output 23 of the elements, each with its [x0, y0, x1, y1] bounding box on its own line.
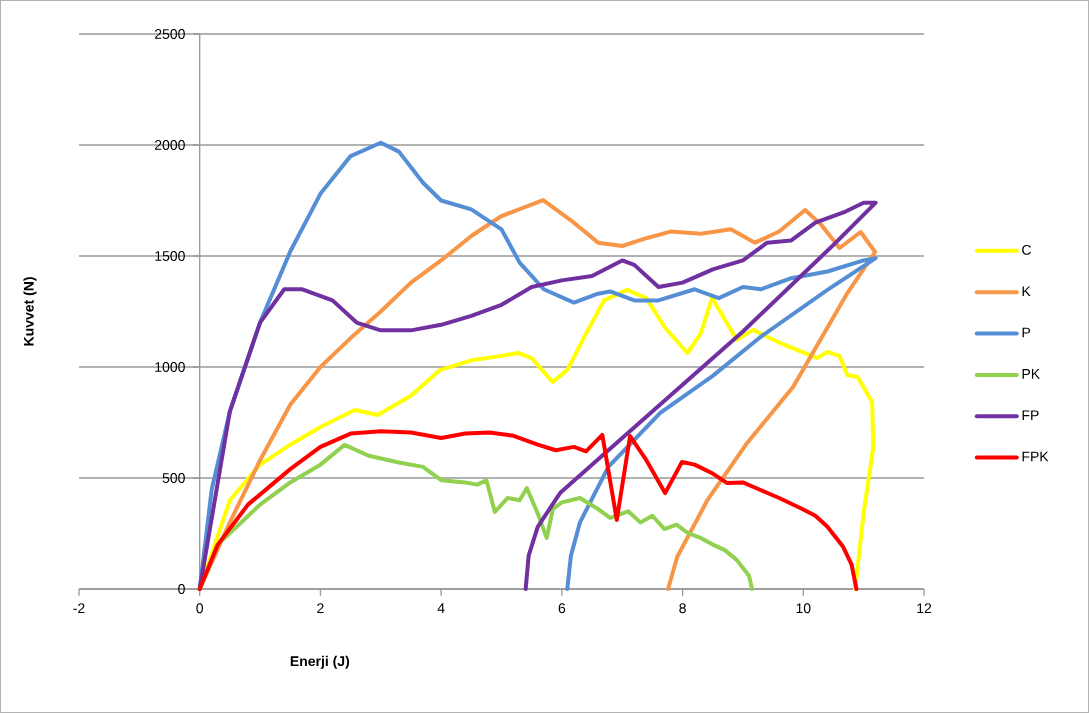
- x-tick-label: 6: [558, 603, 566, 614]
- y-tick-label: 2000: [154, 140, 185, 150]
- x-tick-label: 10: [796, 603, 811, 614]
- x-tick-label: 12: [917, 603, 932, 614]
- legend-label: FP: [1022, 410, 1039, 421]
- legend-label: PK: [1022, 369, 1040, 379]
- x-tick-label: -2: [73, 603, 85, 614]
- x-tick-label: 8: [679, 603, 686, 614]
- y-tick-label: 0: [178, 584, 185, 594]
- legend-label: P: [1022, 327, 1031, 338]
- x-tick-label: 4: [437, 603, 445, 613]
- y-tick-label: 2500: [154, 29, 185, 39]
- y-tick-label: 1000: [155, 362, 185, 372]
- legend-label: K: [1022, 286, 1031, 297]
- x-tick-label: 2: [317, 603, 324, 614]
- x-axis-title: Enerji (J): [290, 655, 350, 669]
- x-tick-label: 0: [196, 603, 204, 614]
- y-tick-label: 500: [162, 473, 185, 483]
- legend-label: C: [1022, 244, 1032, 255]
- y-axis-title: Kuvvet (N): [23, 277, 37, 346]
- y-tick-label: 1500: [155, 251, 185, 261]
- line-series: [197, 429, 859, 592]
- legend-label: FPK: [1022, 451, 1049, 462]
